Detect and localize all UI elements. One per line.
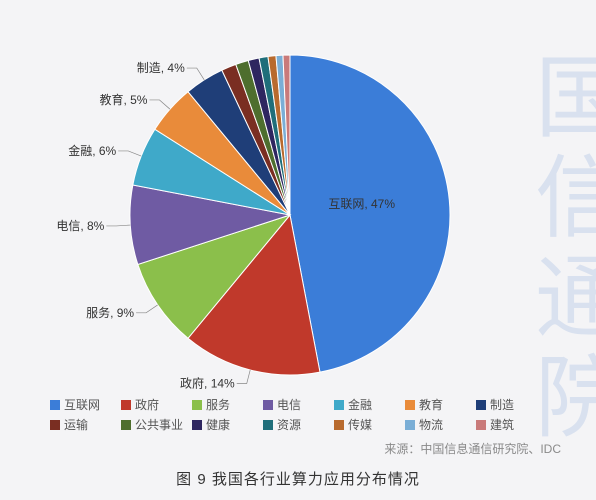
leader-line: [136, 305, 158, 313]
leader-line: [118, 151, 141, 156]
slice-label-制造: 制造, 4%: [137, 61, 185, 75]
legend-swatch: [121, 400, 131, 410]
legend-label: 政府: [135, 395, 159, 415]
legend-item: 电信: [263, 395, 334, 415]
legend-swatch: [121, 420, 131, 430]
legend-item: 制造: [476, 395, 547, 415]
legend-item: 政府: [121, 395, 192, 415]
legend-swatch: [192, 420, 202, 430]
legend-label: 运输: [64, 415, 88, 435]
legend-item: 传媒: [334, 415, 405, 435]
leader-line: [106, 225, 130, 226]
slice-label-政府: 政府, 14%: [180, 376, 235, 391]
legend-label: 建筑: [490, 415, 514, 435]
legend-swatch: [192, 400, 202, 410]
legend-swatch: [405, 400, 415, 410]
legend-label: 互联网: [64, 395, 100, 415]
pie-slices: [130, 55, 450, 375]
legend-item: 金融: [334, 395, 405, 415]
legend-swatch: [476, 400, 486, 410]
leader-line: [149, 100, 170, 109]
slice-label-电信: 电信, 8%: [56, 219, 104, 233]
legend-label: 金融: [348, 395, 372, 415]
legend-label: 教育: [419, 395, 443, 415]
legend-swatch: [476, 420, 486, 430]
legend-swatch: [50, 420, 60, 430]
legend-label: 服务: [206, 395, 230, 415]
legend-row: 互联网 政府 服务 电信 金融 教育 制造: [50, 395, 550, 415]
pie-slice-互联网: [290, 55, 450, 372]
legend-label: 公共事业: [135, 415, 183, 435]
slice-label-金融: 金融, 6%: [68, 143, 116, 158]
legend-label: 制造: [490, 395, 514, 415]
legend-item: 服务: [192, 395, 263, 415]
legend-swatch: [405, 420, 415, 430]
legend-label: 电信: [277, 395, 301, 415]
legend-label: 物流: [419, 415, 443, 435]
legend-row: 运输 公共事业 健康 资源 传媒 物流 建筑: [50, 415, 550, 435]
legend-swatch: [50, 400, 60, 410]
legend-item: 运输: [50, 415, 121, 435]
legend-item: 建筑: [476, 415, 547, 435]
legend-item: 物流: [405, 415, 476, 435]
legend-item: 资源: [263, 415, 334, 435]
legend-label: 资源: [277, 415, 301, 435]
source-line: 来源：中国信息通信研究院、IDC: [384, 440, 561, 457]
legend-item: 公共事业: [121, 415, 192, 435]
watermark-text: 国信通院: [506, 50, 596, 450]
pie-chart: 互联网, 47%政府, 14%服务, 9%电信, 8%金融, 6%教育, 5%制…: [90, 25, 490, 385]
legend-label: 传媒: [348, 415, 372, 435]
legend-swatch: [334, 420, 344, 430]
leader-line: [187, 68, 205, 80]
legend: 互联网 政府 服务 电信 金融 教育 制造运输 公共事业 健康 资源 传媒 物流 建筑: [50, 395, 550, 435]
slice-label-互联网: 互联网, 47%: [328, 197, 395, 211]
slice-label-教育: 教育, 5%: [99, 92, 147, 107]
legend-item: 健康: [192, 415, 263, 435]
legend-item: 教育: [405, 395, 476, 415]
legend-label: 健康: [206, 415, 230, 435]
legend-swatch: [263, 420, 273, 430]
legend-item: 互联网: [50, 395, 121, 415]
legend-swatch: [334, 400, 344, 410]
leader-line: [237, 370, 250, 384]
figure-caption: 图 9 我国各行业算力应用分布情况: [0, 468, 596, 489]
page: 国信通院 互联网, 47%政府, 14%服务, 9%电信, 8%金融, 6%教育…: [0, 0, 596, 500]
slice-label-服务: 服务, 9%: [86, 305, 134, 320]
pie-svg: 互联网, 47%政府, 14%服务, 9%电信, 8%金融, 6%教育, 5%制…: [90, 25, 490, 385]
legend-swatch: [263, 400, 273, 410]
